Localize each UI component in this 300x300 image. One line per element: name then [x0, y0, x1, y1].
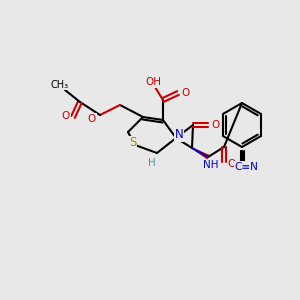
Text: O: O [62, 111, 70, 121]
Text: C≡N: C≡N [234, 162, 258, 172]
Text: CH₃: CH₃ [51, 80, 69, 90]
Text: O: O [182, 88, 190, 98]
Text: O: O [212, 120, 220, 130]
Polygon shape [192, 148, 209, 158]
Text: O: O [228, 159, 236, 169]
Text: S: S [129, 136, 137, 149]
Text: O: O [88, 114, 96, 124]
Text: N: N [175, 128, 183, 142]
Text: NH: NH [203, 160, 219, 170]
Text: H: H [148, 158, 156, 168]
Text: OH: OH [145, 77, 161, 87]
